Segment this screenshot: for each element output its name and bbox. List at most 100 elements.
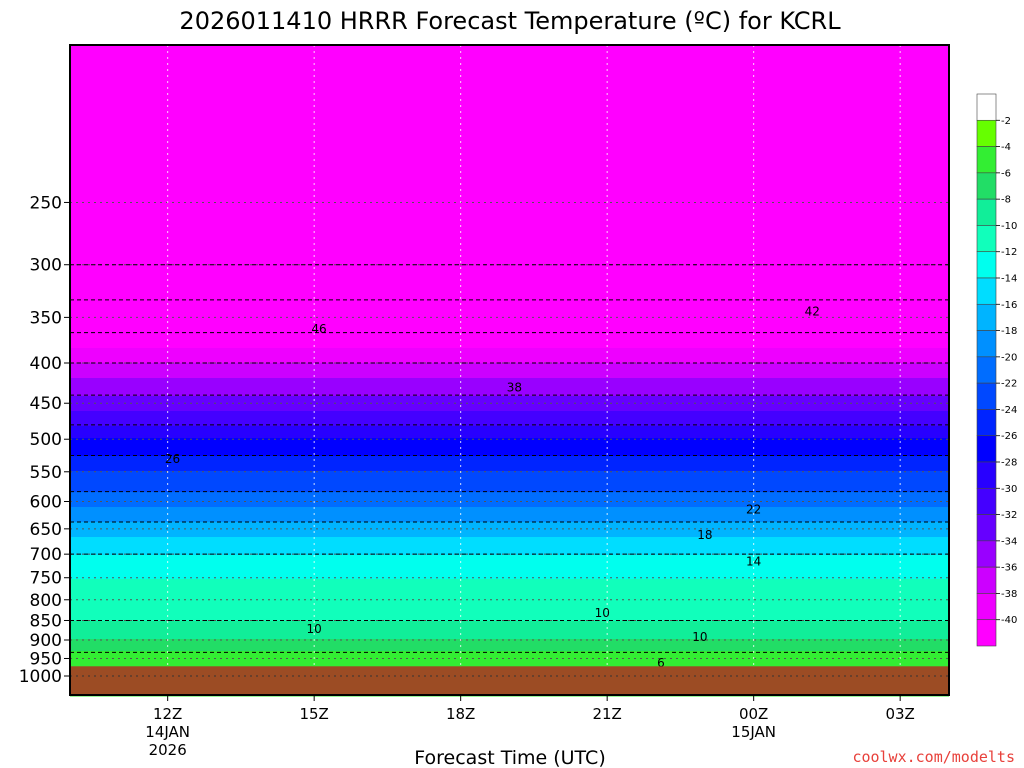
- temperature-band: [70, 453, 949, 457]
- y-axis-ticks: 2503003504004505005506006507007508008509…: [19, 193, 70, 687]
- temperature-band: [70, 522, 949, 526]
- temperature-band: [70, 501, 949, 505]
- temperature-band: [70, 147, 949, 151]
- temperature-band: [70, 354, 949, 358]
- x-tick-date: 15JAN: [731, 723, 776, 741]
- y-tick-label: 1000: [19, 667, 62, 687]
- temperature-band: [70, 219, 949, 223]
- temperature-band: [70, 435, 949, 439]
- temperature-band: [70, 633, 949, 637]
- temperature-band: [70, 447, 949, 451]
- contour-label: 10: [307, 622, 322, 636]
- temperature-band: [70, 603, 949, 607]
- temperature-band: [70, 426, 949, 430]
- temperature-band: [70, 90, 949, 94]
- temperature-band: [70, 621, 949, 625]
- temperature-band: [70, 177, 949, 181]
- contour-label: 18: [697, 528, 712, 542]
- temperature-band: [70, 246, 949, 250]
- temperature-band: [70, 429, 949, 433]
- x-tick-date: 14JAN: [145, 723, 190, 741]
- temperature-band: [70, 198, 949, 202]
- colorbar-label: -4: [1001, 142, 1011, 153]
- temperature-band: [70, 585, 949, 589]
- colorbar-label: -34: [1001, 536, 1017, 547]
- temperature-band: [70, 432, 949, 436]
- y-tick-label: 850: [30, 611, 62, 631]
- temperature-band: [70, 507, 949, 511]
- temperature-band: [70, 411, 949, 415]
- temperature-band: [70, 96, 949, 100]
- temperature-band: [70, 243, 949, 247]
- temperature-band: [70, 645, 949, 649]
- temperature-band: [70, 225, 949, 229]
- temperature-band: [70, 408, 949, 412]
- temperature-band: [70, 555, 949, 559]
- y-tick-label: 500: [30, 430, 62, 450]
- colorbar-box: [976, 93, 997, 121]
- contour-label: 38: [507, 381, 522, 395]
- temperature-band: [70, 156, 949, 160]
- colorbar-label: -6: [1001, 168, 1011, 179]
- temperature-band: [70, 348, 949, 352]
- temperature-band: [70, 510, 949, 514]
- temperature-band: [70, 378, 949, 382]
- temperature-band: [70, 120, 949, 124]
- colorbar-label: -22: [1001, 379, 1017, 390]
- x-axis-label: Forecast Time (UTC): [414, 747, 605, 768]
- temperature-band: [70, 369, 949, 373]
- temperature-band: [70, 270, 949, 274]
- temperature-band: [70, 153, 949, 157]
- temperature-band: [70, 234, 949, 238]
- colorbar-box: [976, 461, 997, 489]
- colorbar-label: -20: [1001, 352, 1017, 363]
- colorbar-label: -2: [1001, 116, 1011, 127]
- colorbar-box: [976, 277, 997, 305]
- temperature-band: [70, 261, 949, 265]
- temperature-band: [70, 483, 949, 487]
- temperature-band: [70, 108, 949, 112]
- temperature-band: [70, 387, 949, 391]
- colorbar-label: -14: [1001, 274, 1017, 285]
- y-tick-label: 400: [30, 354, 62, 374]
- temperature-band: [70, 636, 949, 640]
- contour-label: 42: [805, 304, 820, 318]
- temperature-band: [70, 495, 949, 499]
- temperature-band: [70, 465, 949, 469]
- colorbar-label: -24: [1001, 405, 1017, 416]
- temperature-band: [70, 111, 949, 115]
- chart-title: 2026011410 HRRR Forecast Temperature (ºC…: [179, 7, 841, 35]
- contour-lines: 46 42 38 26 22 18 14 10 10 10 6: [70, 264, 949, 670]
- temperature-band: [70, 291, 949, 295]
- temperature-band: [70, 345, 949, 349]
- temperature-band: [70, 351, 949, 355]
- colorbar-box: [976, 198, 997, 226]
- temperature-band: [70, 279, 949, 283]
- temperature-band: [70, 459, 949, 463]
- temperature-band: [70, 417, 949, 421]
- temperature-band: [70, 486, 949, 490]
- colorbar-box: [976, 172, 997, 200]
- contour-label: 46: [311, 322, 326, 336]
- y-tick-label: 700: [30, 545, 62, 565]
- temperature-band: [70, 333, 949, 337]
- colorbar-box: [976, 303, 997, 331]
- temperature-band: [70, 45, 949, 49]
- temperature-band: [70, 624, 949, 628]
- colorbar-box: [976, 566, 997, 594]
- temperature-band: [70, 615, 949, 619]
- temperature-band: [70, 612, 949, 616]
- temperature-band: [70, 618, 949, 622]
- temperature-band: [70, 381, 949, 385]
- temperature-band: [70, 579, 949, 583]
- temperature-band: [70, 294, 949, 298]
- temperature-band: [70, 84, 949, 88]
- temperature-band: [70, 132, 949, 136]
- temperature-band: [70, 492, 949, 496]
- temperature-band: [70, 339, 949, 343]
- temperature-band: [70, 174, 949, 178]
- x-tick-label: 15Z: [299, 705, 328, 723]
- temperature-band: [70, 444, 949, 448]
